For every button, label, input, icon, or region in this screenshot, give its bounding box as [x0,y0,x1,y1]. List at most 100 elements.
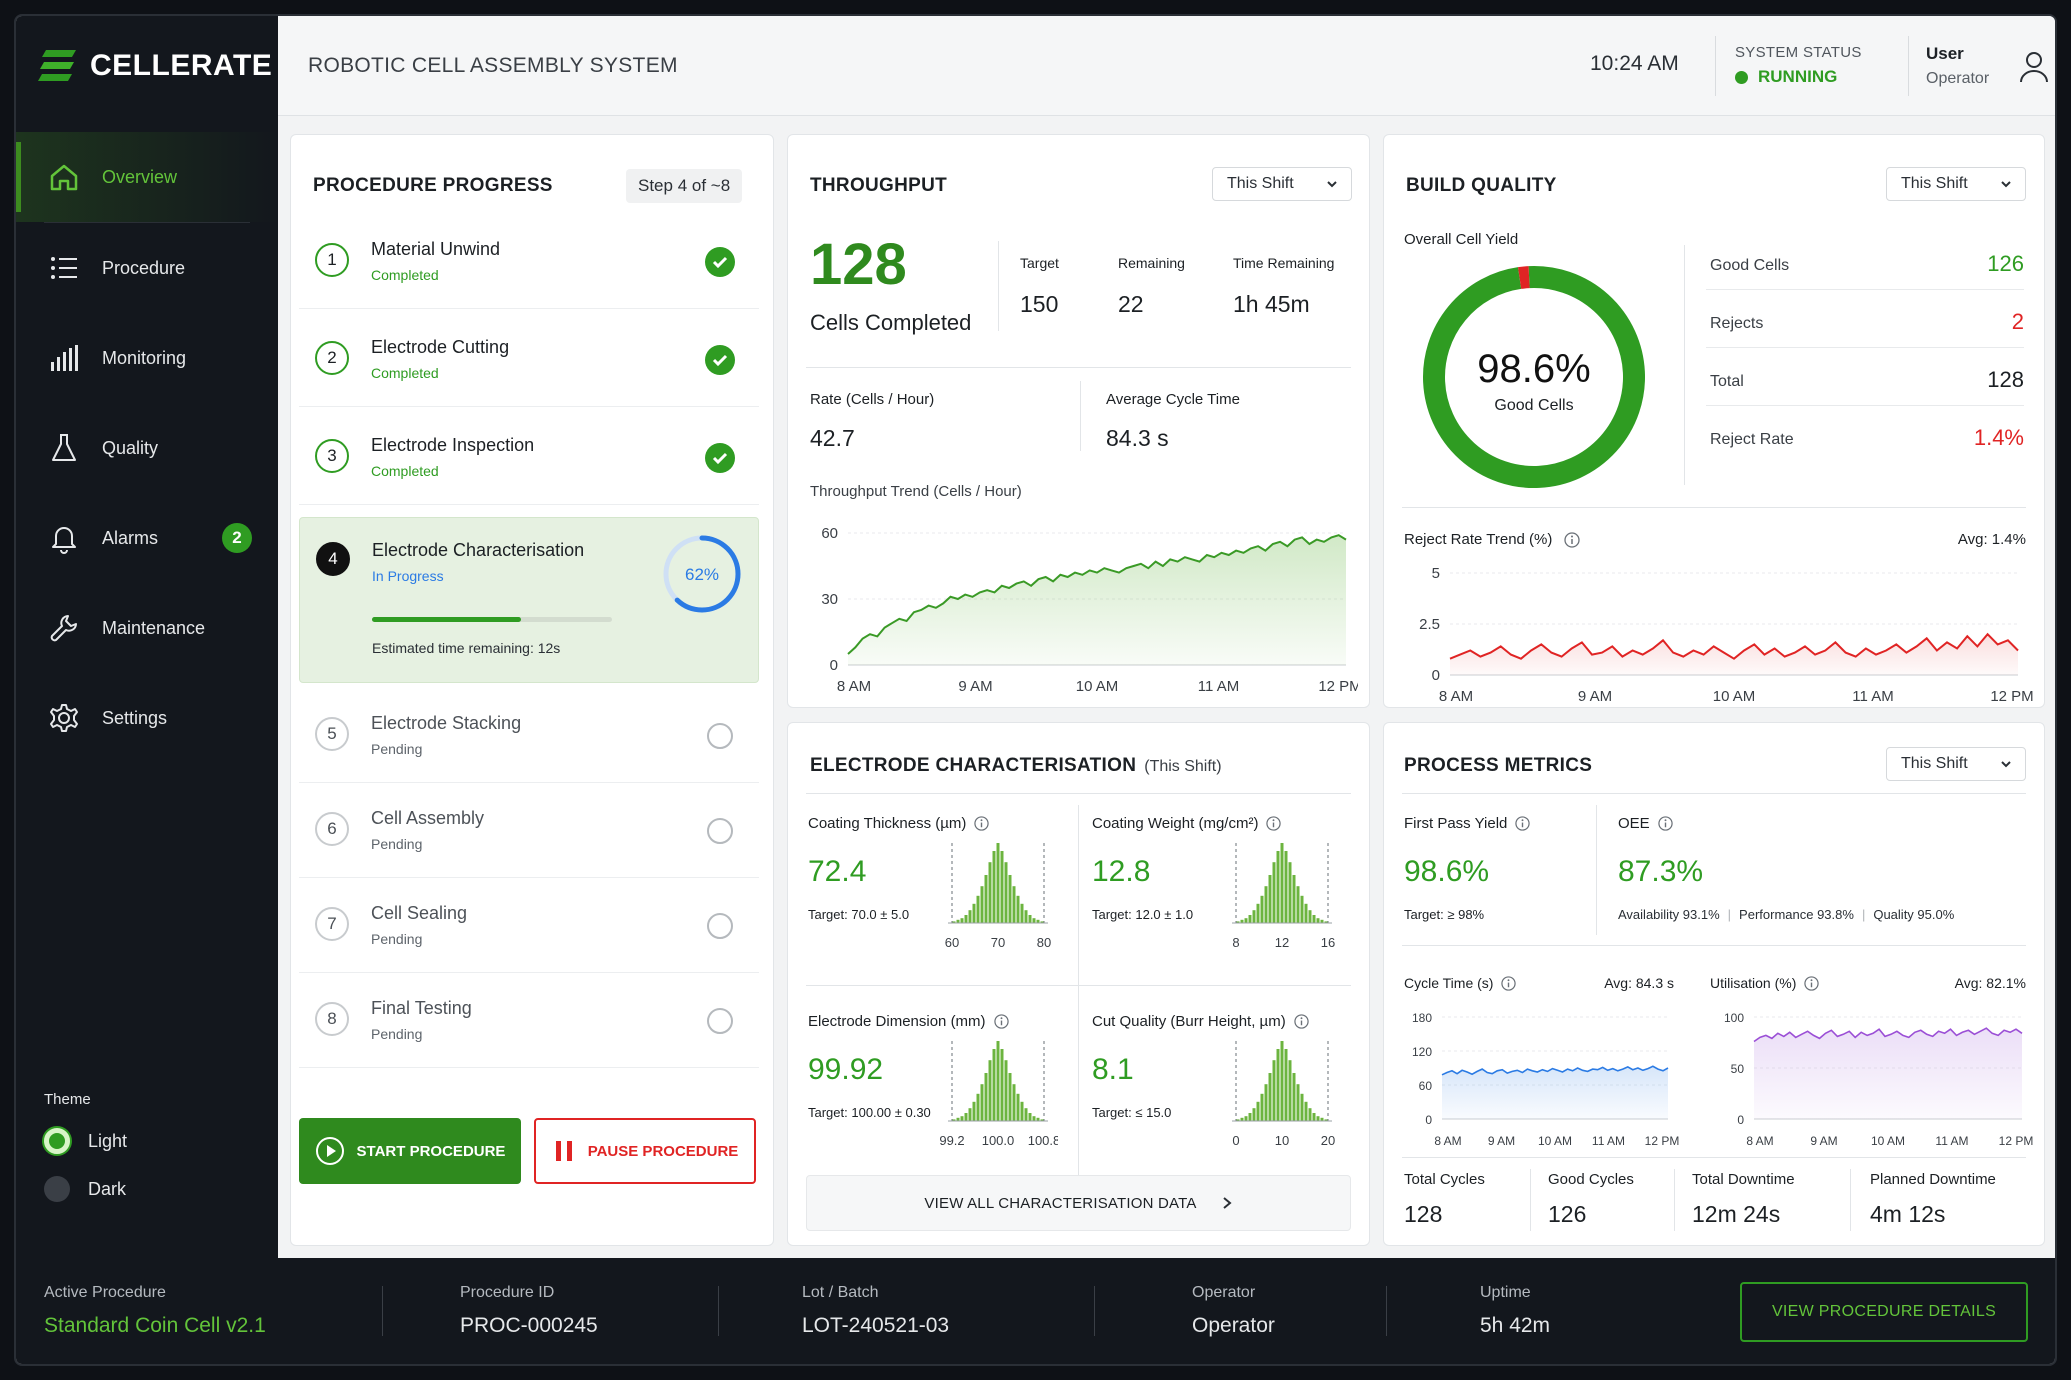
info-icon[interactable] [1804,975,1820,991]
card-title: THROUGHPUT [810,175,948,196]
x-tick-label: 12 PM [1645,1134,1680,1148]
rejects-label: Rejects [1710,315,1764,332]
good-cells-value: 126 [1987,251,2024,276]
footer-label: Lot / Batch [802,1284,879,1301]
sidebar-item-quality[interactable]: Quality [16,403,278,493]
info-icon[interactable] [1515,816,1531,831]
yield-donut-chart [1423,266,1645,488]
uptime: Uptime 5h 42m [1480,1284,1550,1338]
planned-downtime-label: Planned Downtime [1870,1171,1996,1188]
procedure-step[interactable]: 6 Cell Assembly Pending [299,786,759,878]
remaining-value: 22 [1118,291,1144,317]
pause-procedure-button[interactable]: PAUSE PROCEDURE [534,1118,756,1184]
info-icon[interactable] [974,816,990,831]
procedure-step[interactable]: 3 Electrode Inspection Completed [299,413,759,505]
y-tick-label: 60 [1419,1079,1433,1093]
start-procedure-button[interactable]: START PROCEDURE [299,1118,521,1184]
radio-selected[interactable] [44,1128,70,1154]
metric-target: Target: ≤ 15.0 [1092,1105,1172,1120]
divider [1402,793,2026,794]
divider [806,367,1351,368]
card-title: PROCESS METRICS [1404,755,1593,776]
histogram-bar [1316,918,1320,923]
divider [806,985,1351,986]
x-tick-label: 12 [1275,935,1289,950]
sidebar-item-alarms[interactable]: Alarms 2 [16,493,278,583]
user-info[interactable]: User Operator [1926,44,1989,88]
sidebar-item-procedure[interactable]: Procedure [16,223,278,313]
throughput-filter-select[interactable]: This Shift [1212,167,1352,201]
sidebar-nav: Overview Procedure Monitoring Quality [16,132,278,763]
procedure-step[interactable]: 5 Electrode Stacking Pending [299,691,759,783]
good-cells-label: Good Cells [1710,257,1790,274]
metric-label: Cut Quality (Burr Height, µm) [1092,1013,1309,1030]
procedure-step[interactable]: 8 Final Testing Pending [299,976,759,1068]
histogram-bar [1264,886,1268,923]
process-filter-select[interactable]: This Shift [1886,747,2026,781]
procedure-step[interactable]: 2 Electrode Cutting Completed [299,315,759,407]
info-icon[interactable] [1658,816,1673,831]
x-tick-label: 8 [1232,935,1239,950]
home-icon [48,161,80,193]
rate-label: Rate (Cells / Hour) [810,391,935,408]
histogram-bar [996,843,1000,923]
histogram-bar [1036,1117,1040,1121]
step-name: Final Testing [371,998,472,1018]
info-icon[interactable] [1266,816,1282,831]
cycle-time-chart: 0 60 120 180 8 AM 9 AM 10 AM 11 AM 12 PM [1412,1011,1680,1148]
radio-unselected[interactable] [44,1176,70,1202]
histogram-bar [1324,1119,1328,1121]
info-icon[interactable] [1564,531,1581,548]
divider [1674,1169,1675,1231]
sidebar-item-settings[interactable]: Settings [16,673,278,763]
card-title: PROCEDURE PROGRESS [313,175,553,196]
chart-title: Cycle Time (s) [1404,975,1494,991]
user-icon[interactable] [2018,50,2050,84]
histogram-bar [1312,915,1316,923]
footer-label: Operator [1192,1284,1256,1301]
histogram-bar [1308,1108,1312,1121]
info-icon[interactable] [1501,975,1517,991]
footer-value: LOT-240521-03 [802,1314,950,1337]
y-tick-label: 2.5 [1419,616,1440,633]
x-tick-label: 100.0 [982,1133,1015,1148]
pause-icon [555,1141,572,1161]
procedure-step[interactable]: 1 Material Unwind Completed [299,217,759,309]
flask-icon [48,432,80,464]
view-all-characterisation-button[interactable]: VIEW ALL CHARACTERISATION DATA [806,1175,1351,1231]
metric-target: Target: 70.0 ± 5.0 [808,907,910,922]
status-text: RUNNING [1758,67,1838,86]
theme-option-dark[interactable]: Dark [44,1176,127,1202]
chart-title: Utilisation (%) [1710,975,1797,991]
footer-divider [1094,1286,1095,1336]
series-line [1449,632,2019,660]
divider [998,241,999,331]
info-icon[interactable] [1294,1014,1309,1029]
view-procedure-details-button[interactable]: VIEW PROCEDURE DETAILS [1740,1282,2028,1342]
theme-option-light[interactable]: Light [44,1128,127,1154]
x-tick-label: 9 AM [1578,688,1612,705]
donut-slice-good [1423,266,1645,488]
info-icon[interactable] [993,1014,1009,1029]
procedure-step[interactable]: 7 Cell Sealing Pending [299,881,759,973]
sidebar-item-label: Alarms [102,527,159,548]
divider [1684,245,1685,485]
histogram-bar [1304,1101,1308,1121]
sidebar-item-monitoring[interactable]: Monitoring [16,313,278,403]
procedure-step-active[interactable]: 4 Electrode Characterisation In Progress… [299,517,759,683]
quality-filter-select[interactable]: This Shift [1886,167,2026,201]
histogram-bar [1244,918,1248,923]
divider [1850,1169,1851,1231]
histogram-bar [1016,1093,1020,1121]
histogram-bar [1264,1084,1268,1121]
histogram-bar [1296,886,1300,923]
sidebar-item-overview[interactable]: Overview [16,132,278,222]
sidebar-item-maintenance[interactable]: Maintenance [16,583,278,673]
step-number: 7 [315,907,349,941]
sidebar-item-label: Settings [102,707,168,728]
footer-status-bar: Active Procedure Standard Coin Cell v2.1… [16,1258,2055,1364]
chevron-down-icon [2001,761,2011,768]
histogram-bar [1020,903,1024,923]
status-dot-icon [1735,70,1748,84]
utilisation-chart: 0 50 100 8 AM 9 AM 10 AM 11 AM 12 PM [1724,1011,2033,1148]
